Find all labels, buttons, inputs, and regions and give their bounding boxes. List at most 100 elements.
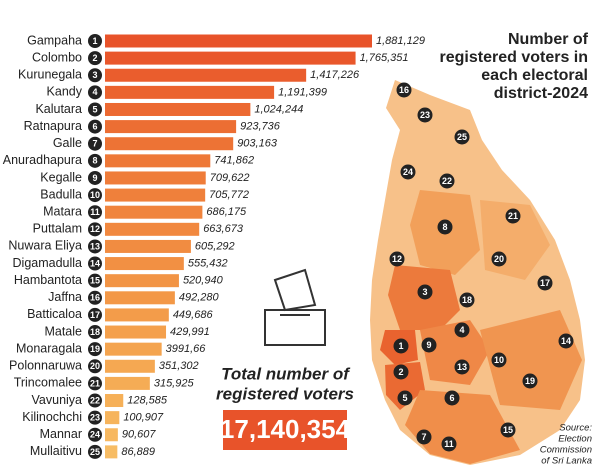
rank: 11 bbox=[90, 207, 100, 217]
map-rank: 21 bbox=[508, 211, 518, 221]
rank-badge bbox=[88, 188, 102, 203]
bar bbox=[105, 34, 372, 48]
category-label: Hambantota bbox=[14, 273, 82, 287]
map-rank: 19 bbox=[525, 376, 535, 386]
map-badge bbox=[491, 251, 507, 267]
bar bbox=[105, 428, 118, 442]
map-badge bbox=[441, 436, 457, 452]
category-label: Monaragala bbox=[16, 341, 82, 355]
rank: 6 bbox=[92, 121, 97, 131]
region bbox=[420, 320, 490, 385]
rank: 19 bbox=[90, 344, 100, 354]
hand bbox=[273, 268, 317, 312]
total-label: registered voters bbox=[216, 384, 354, 403]
total-label: Total number of bbox=[221, 364, 351, 383]
map-rank: 13 bbox=[457, 362, 467, 372]
value-label: 449,686 bbox=[173, 309, 214, 321]
map bbox=[370, 80, 585, 465]
map-rank: 12 bbox=[392, 254, 402, 264]
rank-badge bbox=[88, 273, 102, 288]
rank: 25 bbox=[90, 447, 100, 457]
map-rank: 2 bbox=[398, 367, 403, 377]
map-rank: 22 bbox=[442, 176, 452, 186]
map-rank: 16 bbox=[399, 85, 409, 95]
rank: 9 bbox=[92, 173, 97, 183]
bar bbox=[105, 257, 184, 271]
chart-title: registered voters in bbox=[440, 49, 589, 66]
category-label: Kilinochchi bbox=[22, 410, 82, 424]
map-rank: 6 bbox=[449, 393, 454, 403]
bar bbox=[105, 394, 124, 408]
map-badge bbox=[537, 275, 553, 291]
ballot-box bbox=[264, 268, 326, 346]
category-label: Polonnaruwa bbox=[9, 359, 82, 373]
rank: 24 bbox=[90, 430, 100, 440]
rank: 1 bbox=[92, 36, 97, 46]
map-rank: 8 bbox=[442, 222, 447, 232]
bar bbox=[105, 137, 234, 151]
value-label: 1,024,244 bbox=[254, 103, 303, 115]
category-label: Nuwara Eliya bbox=[8, 239, 82, 253]
category-label: Vavuniya bbox=[32, 393, 83, 407]
rank-badge bbox=[88, 307, 102, 322]
rank-badge bbox=[88, 410, 102, 425]
map-badge bbox=[389, 251, 405, 267]
rank: 2 bbox=[92, 53, 97, 63]
rank: 17 bbox=[90, 310, 100, 320]
source: of Sri Lanka bbox=[541, 456, 592, 467]
map-rank: 5 bbox=[402, 393, 407, 403]
map-rank: 14 bbox=[561, 336, 571, 346]
rank: 14 bbox=[90, 258, 100, 268]
map-rank: 24 bbox=[403, 167, 413, 177]
value-label: 686,175 bbox=[206, 206, 247, 218]
chart-title: each electoral bbox=[481, 67, 588, 84]
bar bbox=[105, 205, 203, 219]
category-label: Batticaloa bbox=[27, 307, 82, 321]
value-label: 1,191,399 bbox=[278, 86, 327, 98]
map-badge bbox=[417, 107, 433, 123]
map-rank: 3 bbox=[422, 287, 427, 297]
rank-badge bbox=[88, 102, 102, 117]
category-label: Trincomalee bbox=[14, 376, 82, 390]
rank-badge bbox=[88, 68, 102, 83]
category-label: Kurunegala bbox=[18, 68, 82, 82]
map-badge bbox=[491, 352, 507, 368]
map-rank: 25 bbox=[457, 132, 467, 142]
bar bbox=[105, 68, 307, 82]
bar bbox=[105, 308, 169, 322]
bar bbox=[105, 342, 162, 356]
value-label: 555,432 bbox=[188, 257, 228, 269]
rank-badge bbox=[88, 239, 102, 254]
value-label: 923,736 bbox=[240, 121, 281, 133]
chart-title: Number of bbox=[508, 31, 589, 48]
map-badge bbox=[454, 322, 470, 338]
rank-badge bbox=[88, 325, 102, 340]
bar bbox=[105, 376, 150, 390]
rank: 20 bbox=[90, 361, 100, 371]
rank: 7 bbox=[92, 139, 97, 149]
rank: 18 bbox=[90, 327, 100, 337]
category-label: Ratnapura bbox=[24, 119, 82, 133]
rank-badge bbox=[88, 170, 102, 185]
bar bbox=[105, 274, 179, 288]
value-label: 128,585 bbox=[127, 394, 168, 406]
rank-badge bbox=[88, 222, 102, 237]
value-label: 663,673 bbox=[203, 223, 244, 235]
category-label: Anuradhapura bbox=[3, 153, 82, 167]
source: Source: bbox=[559, 423, 592, 434]
value-label: 492,280 bbox=[179, 292, 220, 304]
rank: 15 bbox=[90, 276, 100, 286]
bar bbox=[105, 325, 167, 339]
rank-badge bbox=[88, 359, 102, 374]
region bbox=[480, 310, 582, 410]
value-label: 705,772 bbox=[209, 189, 249, 201]
map-badge bbox=[416, 429, 432, 445]
map-rank: 10 bbox=[494, 355, 504, 365]
map-badge bbox=[454, 359, 470, 375]
value-label: 741,862 bbox=[214, 155, 254, 167]
map-rank: 7 bbox=[421, 432, 426, 442]
category-label: Jaffna bbox=[48, 290, 82, 304]
bar bbox=[105, 411, 120, 425]
category-label: Digamadulla bbox=[13, 256, 83, 270]
